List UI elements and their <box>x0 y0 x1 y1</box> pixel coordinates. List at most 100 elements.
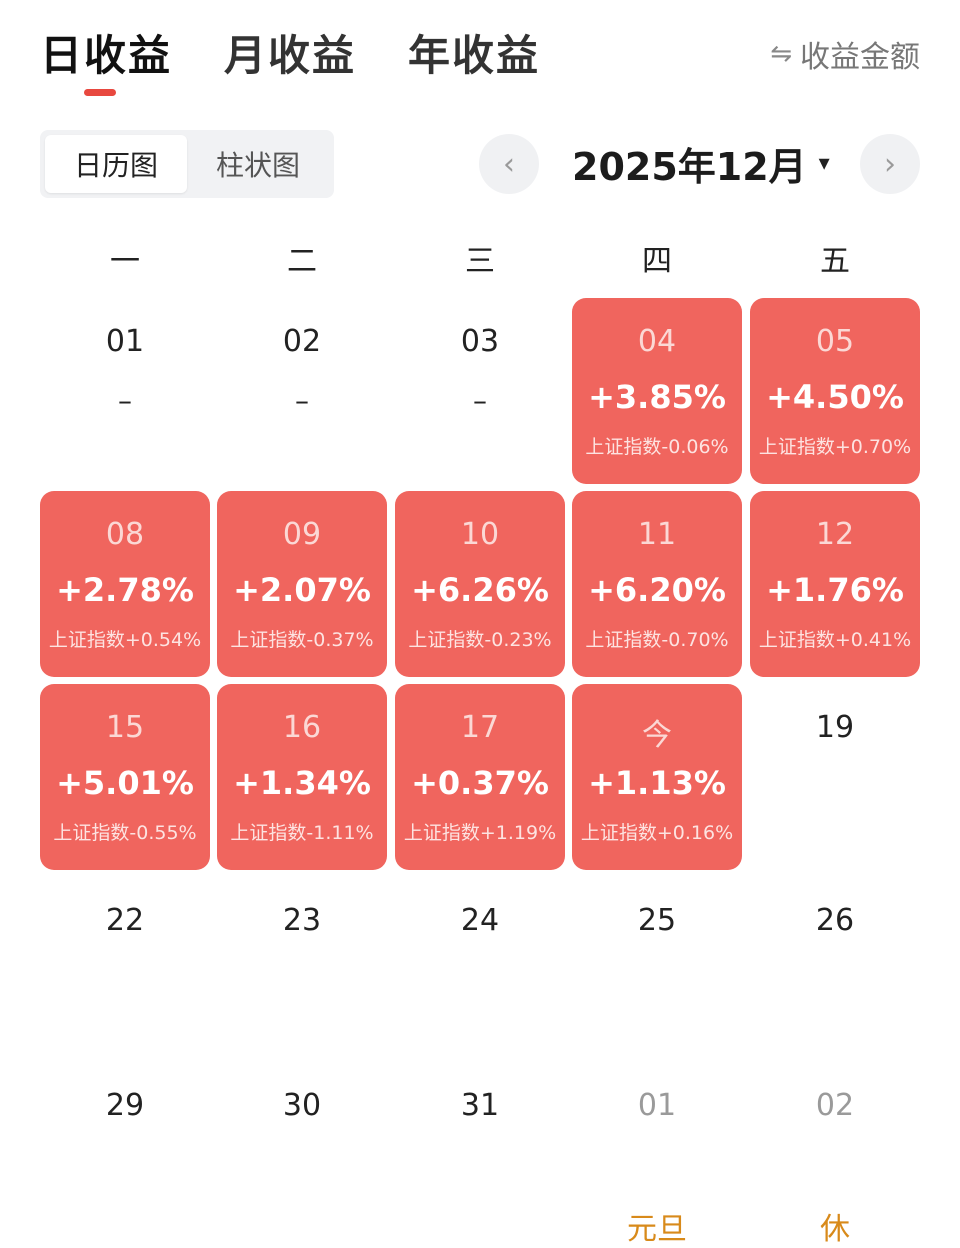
day-number: 10 <box>460 517 500 552</box>
weekday-mon: 一 <box>110 244 140 279</box>
day-number: 05 <box>815 324 855 359</box>
daily-return: +6.20% <box>588 571 726 609</box>
calendar-day-cell[interactable]: 05 +4.50% 上证指数+0.70% <box>750 298 920 484</box>
day-number: 16 <box>282 710 322 745</box>
daily-return: +2.78% <box>56 571 194 609</box>
day-number: 11 <box>637 517 677 552</box>
day-number: 24 <box>460 903 500 938</box>
tab-monthly-earnings[interactable]: 月收益 <box>224 31 357 80</box>
daily-return: +1.76% <box>766 571 904 609</box>
calendar-day-cell[interactable]: 03 – <box>395 298 565 484</box>
day-number: 今 <box>642 718 672 753</box>
calendar-day-cell[interactable]: 30 <box>217 1062 387 1248</box>
calendar-day-cell[interactable]: 02 – <box>217 298 387 484</box>
calendar-day-cell[interactable]: 今 +1.13% 上证指数+0.16% <box>572 684 742 870</box>
calendar-day-cell[interactable]: 01 – <box>40 298 210 484</box>
calendar-day-cell[interactable]: 22 <box>40 877 210 1063</box>
index-change: 上证指数-0.06% <box>585 436 729 458</box>
day-number: 02 <box>815 1088 855 1123</box>
calendar-day-cell[interactable]: 17 +0.37% 上证指数+1.19% <box>395 684 565 870</box>
calendar-day-cell[interactable]: 11 +6.20% 上证指数-0.70% <box>572 491 742 677</box>
calendar-day-cell[interactable]: 25 <box>572 877 742 1063</box>
daily-return: +6.26% <box>411 571 549 609</box>
day-number: 23 <box>282 903 322 938</box>
tab-daily-earnings[interactable]: 日收益 <box>40 31 173 80</box>
index-change: 上证指数+0.54% <box>48 629 202 651</box>
no-data-dash: – <box>295 384 309 417</box>
index-change: 上证指数-0.23% <box>408 629 552 651</box>
calendar-day-cell[interactable]: 19 <box>750 684 920 870</box>
day-number: 02 <box>282 324 322 359</box>
weekday-fri: 五 <box>820 244 850 279</box>
day-number: 29 <box>105 1088 145 1123</box>
weekday-tue: 二 <box>287 244 317 279</box>
day-number: 08 <box>105 517 145 552</box>
index-change: 上证指数+0.41% <box>758 629 912 651</box>
caret-down-icon: ▾ <box>818 151 830 176</box>
day-number: 12 <box>815 517 855 552</box>
next-month-button[interactable]: › <box>860 134 920 194</box>
month-title: 2025年12月 <box>572 145 807 189</box>
prev-month-button[interactable]: ‹ <box>479 134 539 194</box>
calendar-day-cell[interactable]: 31 <box>395 1062 565 1248</box>
day-number: 09 <box>282 517 322 552</box>
day-number: 17 <box>460 710 500 745</box>
index-change: 上证指数-0.37% <box>230 629 374 651</box>
no-data-dash: – <box>118 384 132 417</box>
view-switch: 日历图 柱状图 <box>40 130 334 198</box>
top-tab-bar: 日收益 月收益 年收益 ⇋ 收益金额 <box>0 0 960 110</box>
day-number: 15 <box>105 710 145 745</box>
calendar-day-cell[interactable]: 01 元旦 <box>572 1062 742 1248</box>
day-number: 25 <box>637 903 677 938</box>
calendar-day-cell[interactable]: 02 休 <box>750 1062 920 1248</box>
daily-return: +0.37% <box>411 764 549 802</box>
daily-return: +1.13% <box>588 764 726 802</box>
day-number: 01 <box>105 324 145 359</box>
index-change: 上证指数-0.70% <box>585 629 729 651</box>
calendar-day-cell[interactable]: 15 +5.01% 上证指数-0.55% <box>40 684 210 870</box>
index-change: 上证指数-1.11% <box>230 822 374 844</box>
day-number: 04 <box>637 324 677 359</box>
index-change: 上证指数+0.70% <box>758 436 912 458</box>
daily-return: +3.85% <box>588 378 726 416</box>
holiday-label: 元旦 <box>627 1212 687 1247</box>
calendar-day-cell[interactable]: 16 +1.34% 上证指数-1.11% <box>217 684 387 870</box>
daily-return: +5.01% <box>56 764 194 802</box>
month-selector[interactable]: 2025年12月 ▾ <box>572 136 830 191</box>
calendar-day-cell[interactable]: 29 <box>40 1062 210 1248</box>
index-change: 上证指数+0.16% <box>580 822 734 844</box>
earnings-amount-label: 收益金额 <box>800 40 920 75</box>
earnings-amount-toggle[interactable]: ⇋ 收益金额 <box>770 32 920 76</box>
day-number: 01 <box>637 1088 677 1123</box>
day-number: 26 <box>815 903 855 938</box>
day-number: 31 <box>460 1088 500 1123</box>
calendar-day-cell[interactable]: 23 <box>217 877 387 1063</box>
daily-return: +1.34% <box>233 764 371 802</box>
calendar-day-cell[interactable]: 09 +2.07% 上证指数-0.37% <box>217 491 387 677</box>
calendar-day-cell[interactable]: 04 +3.85% 上证指数-0.06% <box>572 298 742 484</box>
weekday-thu: 四 <box>642 244 672 279</box>
calendar-view-button[interactable]: 日历图 <box>45 135 187 193</box>
index-change: 上证指数-0.55% <box>53 822 197 844</box>
swap-icon: ⇋ <box>770 39 792 69</box>
holiday-label: 休 <box>820 1212 850 1247</box>
daily-return: +2.07% <box>233 571 371 609</box>
day-number: 19 <box>815 710 855 745</box>
calendar-day-cell[interactable]: 26 <box>750 877 920 1063</box>
calendar-day-cell[interactable]: 08 +2.78% 上证指数+0.54% <box>40 491 210 677</box>
day-number: 22 <box>105 903 145 938</box>
daily-return: +4.50% <box>766 378 904 416</box>
chevron-right-icon: › <box>884 146 896 182</box>
tab-yearly-earnings[interactable]: 年收益 <box>408 31 541 80</box>
day-number: 30 <box>282 1088 322 1123</box>
active-tab-indicator <box>84 89 116 96</box>
bar-chart-view-button[interactable]: 柱状图 <box>215 149 300 182</box>
calendar-day-cell[interactable]: 24 <box>395 877 565 1063</box>
weekday-wed: 三 <box>465 244 495 279</box>
day-number: 03 <box>460 324 500 359</box>
chevron-left-icon: ‹ <box>503 146 515 182</box>
no-data-dash: – <box>473 384 487 417</box>
calendar-day-cell[interactable]: 12 +1.76% 上证指数+0.41% <box>750 491 920 677</box>
calendar-day-cell[interactable]: 10 +6.26% 上证指数-0.23% <box>395 491 565 677</box>
index-change: 上证指数+1.19% <box>403 822 557 844</box>
